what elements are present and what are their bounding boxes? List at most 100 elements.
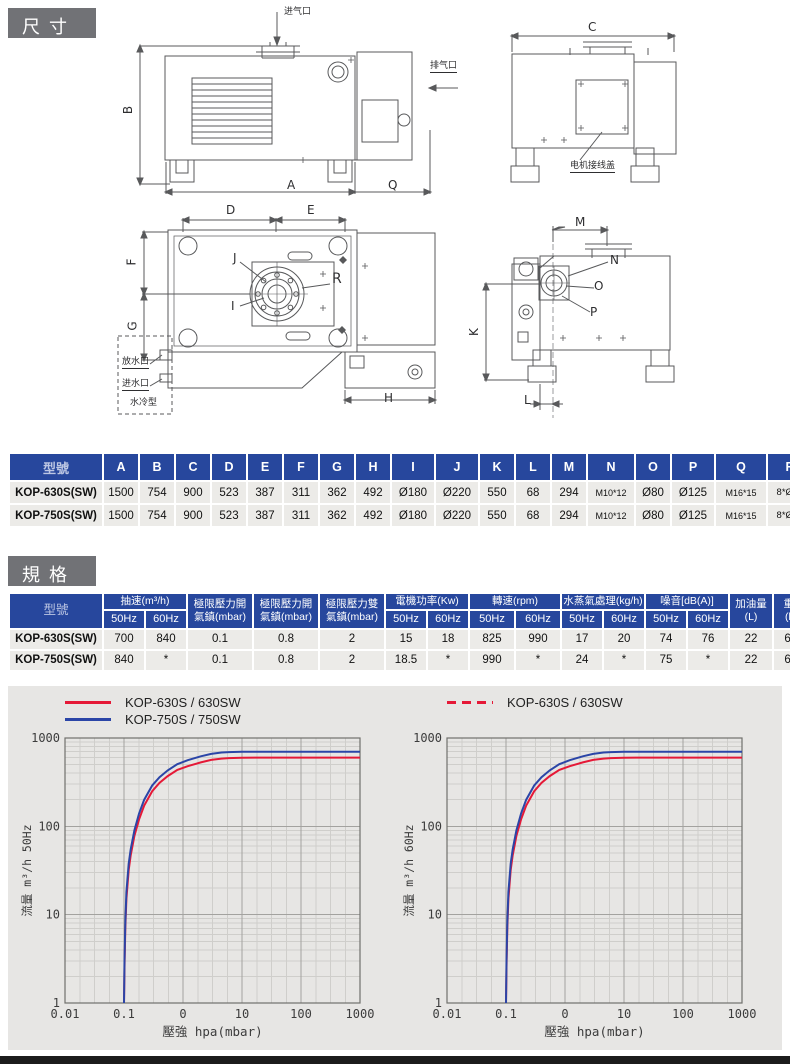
column-header-ultimate-pressure-1: 極限壓力開氣鎮(mbar) (188, 594, 252, 628)
legend-label: KOP-750S / 750SW (125, 712, 241, 727)
x-tick-label: 0.1 (495, 1007, 517, 1021)
legend-item: KOP-630S / 630SW (447, 694, 623, 711)
value-cell: Ø220 (436, 505, 478, 526)
value-cell: 825 (470, 629, 514, 649)
dim-h-label: H (384, 391, 394, 405)
y-tick-label: 1000 (31, 731, 60, 745)
column-header-I: I (392, 454, 434, 480)
value-cell: 550 (480, 505, 514, 526)
value-cell: 387 (248, 482, 282, 503)
column-header-H: H (356, 454, 390, 480)
value-cell: 0.8 (254, 629, 318, 649)
value-cell: M16*15 (716, 505, 766, 526)
dim-g-label: G (125, 321, 140, 331)
value-cell: 17 (562, 629, 603, 649)
column-header-P: P (672, 454, 714, 480)
legend-dashed-line (447, 701, 493, 704)
y-tick-label: 10 (428, 908, 442, 922)
dim-j-label: J (233, 251, 237, 265)
y-tick-label: 1000 (413, 731, 442, 745)
table-row: KOP-750S(SW) 1500 754 900 523 387 311 362 492 Ø18… (10, 505, 790, 526)
value-cell: 294 (552, 482, 586, 503)
value-cell: 387 (248, 505, 282, 526)
x-tick-label: 0.01 (433, 1007, 462, 1021)
performance-charts-panel: KOP-630S / 630SW KOP-750S / 750SW 0.01 0.1 0… (8, 686, 782, 1050)
model-cell: KOP-630S(SW) (10, 482, 102, 503)
value-cell: 700 (104, 629, 144, 649)
table-row: KOP-750S(SW) 840 * 0.1 0.8 2 18.5 * 990 * 24 * 75 * 22… (10, 650, 790, 670)
value-cell: 18 (428, 629, 468, 649)
specifications-table: 型號 抽速(m³/h) 極限壓力開氣鎮(mbar) 極限壓力開氣鎮(mbar) … (8, 592, 790, 672)
value-cell: 840 (146, 629, 186, 649)
y-axis-title: 流量 m³/h 60Hz (402, 824, 416, 916)
x-tick-label: 0.01 (51, 1007, 80, 1021)
table-row: KOP-630S(SW) 700 840 0.1 0.8 2 15 18 825 990 17 20 7… (10, 629, 790, 649)
junction-cover-label: 电机接线盖 (570, 161, 616, 173)
x-tick-label: 100 (290, 1007, 312, 1021)
column-header-L: L (516, 454, 550, 480)
value-cell: 76 (688, 629, 729, 649)
value-cell: 20 (604, 629, 645, 649)
value-cell: 0.1 (188, 629, 252, 649)
value-cell: Ø220 (436, 482, 478, 503)
value-cell: Ø125 (672, 482, 714, 503)
curve-kop-750s-750sw (505, 750, 742, 1004)
column-header-C: C (176, 454, 210, 480)
legend-label: KOP-630S / 630SW (507, 695, 623, 710)
dim-b-label: B (121, 105, 136, 115)
column-header-R: R (768, 454, 790, 480)
value-cell: 311 (284, 482, 318, 503)
value-cell: 680 (774, 650, 790, 670)
plot-border (64, 737, 361, 1004)
dimensions-table-header: 型號ABCDEFGHIJKLMNOPQR (10, 454, 790, 480)
dim-e-label: E (307, 203, 315, 217)
value-cell: 311 (284, 505, 318, 526)
subheader-60hz: 60Hz (428, 610, 468, 628)
column-header-G: G (320, 454, 354, 480)
column-header-model: 型號 (10, 454, 102, 480)
column-header-pumping-speed: 抽速(m³/h) (104, 594, 186, 609)
dim-d-label: D (226, 203, 236, 217)
value-cell: 1500 (104, 505, 138, 526)
x-tick-label: 0 (179, 1007, 186, 1021)
chart-legend: KOP-630S / 630SW (447, 694, 623, 711)
model-cell: KOP-750S(SW) (10, 505, 102, 526)
column-header-Q: Q (716, 454, 766, 480)
intake-port-label: 进气口 (284, 7, 312, 17)
pumping-speed-chart-50hz: KOP-630S / 630SW KOP-750S / 750SW 0.01 0.1 0… (18, 692, 390, 1044)
column-header-A: A (104, 454, 138, 480)
value-cell: 550 (480, 482, 514, 503)
x-tick-label: 1000 (346, 1007, 375, 1021)
value-cell: 0.1 (188, 650, 252, 670)
value-cell: 8*Ø18 (768, 505, 790, 526)
chart-legend: KOP-630S / 630SW KOP-750S / 750SW (65, 694, 241, 728)
column-header-J: J (436, 454, 478, 480)
column-header-F: F (284, 454, 318, 480)
column-header-M: M (552, 454, 586, 480)
column-header-B: B (140, 454, 174, 480)
value-cell: 24 (562, 650, 603, 670)
subheader-60hz: 60Hz (688, 610, 729, 628)
spec-header-row-1: 型號 抽速(m³/h) 極限壓力開氣鎮(mbar) 極限壓力開氣鎮(mbar) … (10, 594, 790, 628)
value-cell: 990 (516, 629, 561, 649)
column-header-O: O (636, 454, 670, 480)
x-tick-label: 10 (235, 1007, 249, 1021)
water-cooled-label: 水冷型 (130, 398, 158, 408)
column-header-ultimate-pressure-2: 極限壓力開氣鎮(mbar) (254, 594, 318, 628)
value-cell: Ø180 (392, 482, 434, 503)
column-header-E: E (248, 454, 282, 480)
legend-item: KOP-750S / 750SW (65, 711, 241, 728)
y-tick-label: 10 (46, 908, 60, 922)
value-cell: * (604, 650, 645, 670)
value-cell: 362 (320, 505, 354, 526)
plot-border (446, 737, 743, 1004)
value-cell: * (146, 650, 186, 670)
table-row: KOP-630S(SW) 1500 754 900 523 387 311 362 492 Ø18… (10, 482, 790, 503)
value-cell: * (688, 650, 729, 670)
value-cell: 900 (176, 505, 210, 526)
column-header-rotation-speed: 轉速(rpm) (470, 594, 561, 609)
legend-item: KOP-630S / 630SW (65, 694, 241, 711)
dim-i-label: I (231, 299, 235, 313)
dim-r-label: R (332, 271, 342, 287)
value-cell: Ø80 (636, 505, 670, 526)
